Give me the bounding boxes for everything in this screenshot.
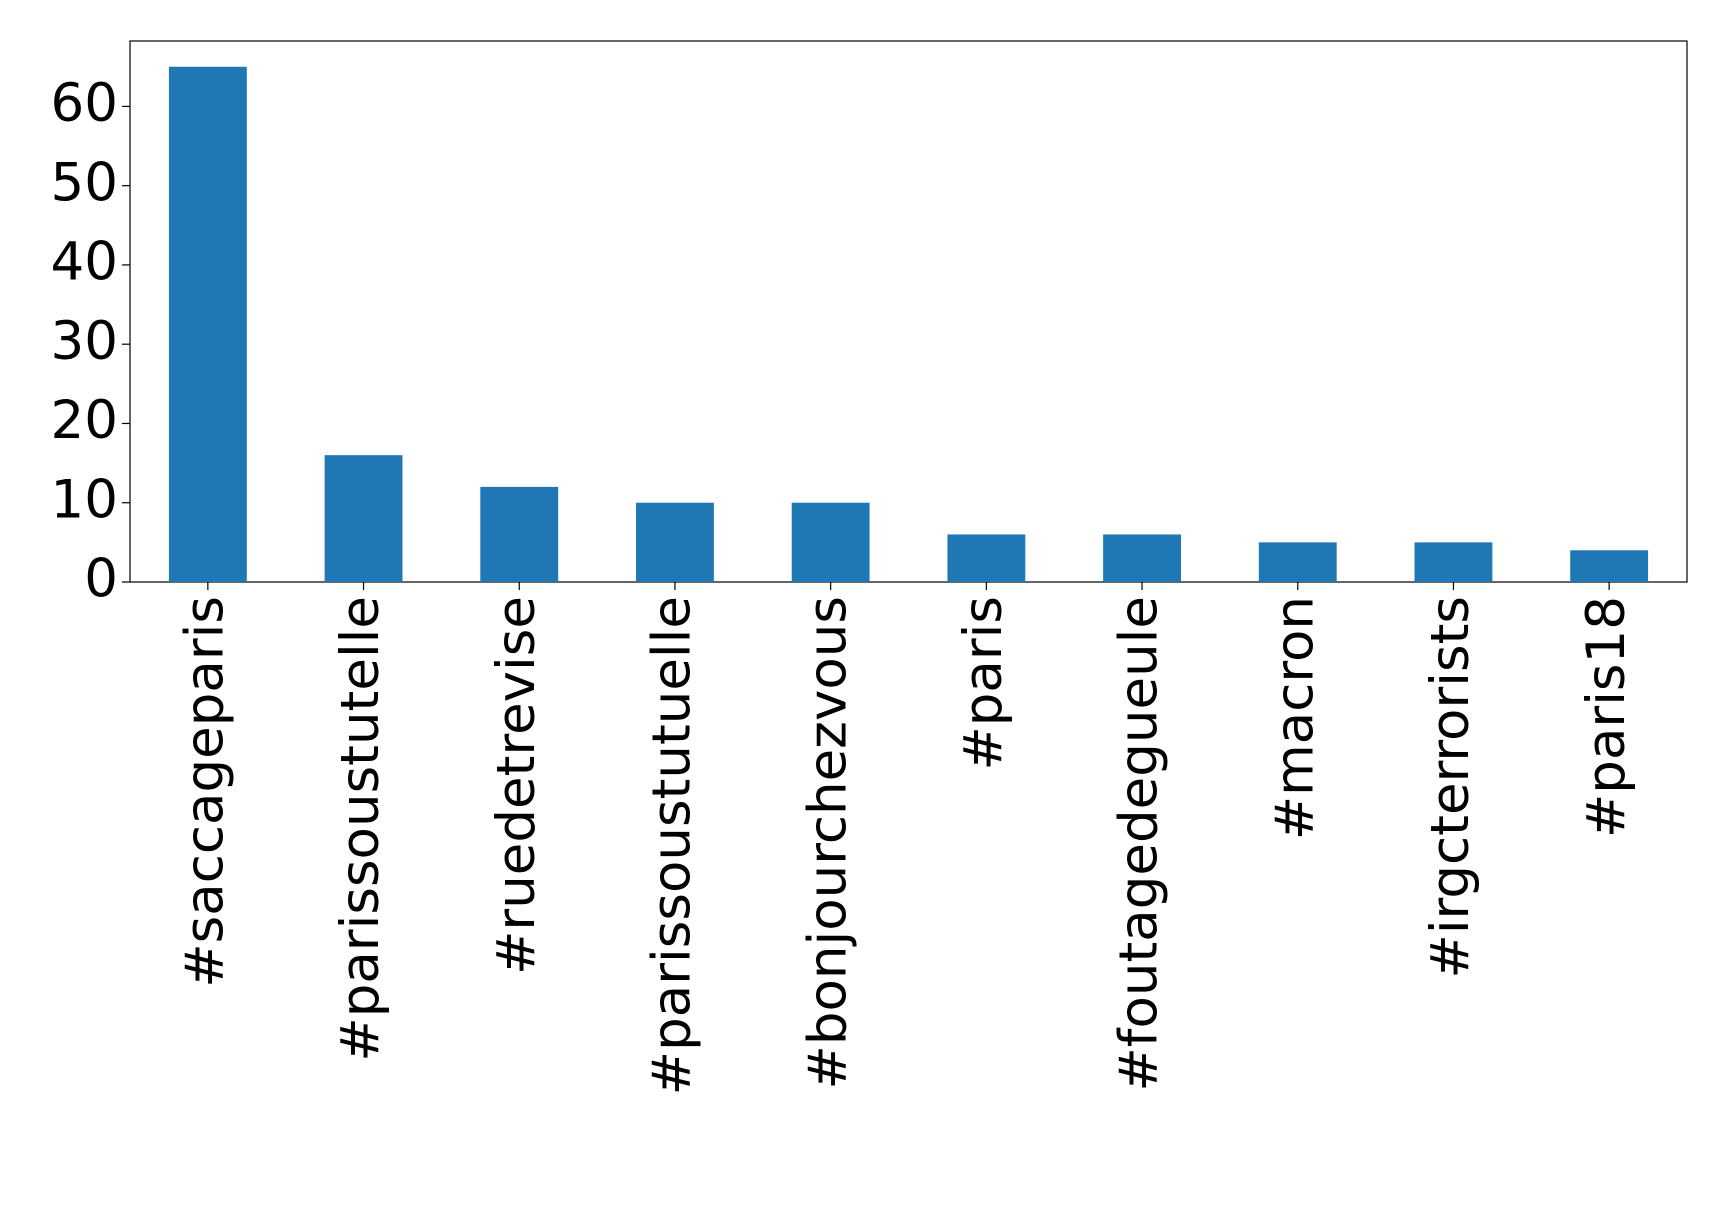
y-tick-label: 20 xyxy=(51,390,118,451)
x-tick-label: #irgcterrorists xyxy=(1420,596,1481,979)
y-tick-label: 30 xyxy=(51,311,118,372)
x-tick-label: #foutagedegueule xyxy=(1109,596,1170,1092)
bar xyxy=(480,486,559,582)
x-tick-label: #paris xyxy=(953,596,1014,771)
x-tick-label: #parissoustutuelle xyxy=(642,596,703,1095)
y-tick-label: 60 xyxy=(51,73,118,134)
plot-frame xyxy=(129,40,1688,583)
x-tick-label: #parissoustutelle xyxy=(330,596,391,1062)
y-tick-label: 50 xyxy=(51,152,118,213)
bar xyxy=(324,455,403,582)
bar xyxy=(1570,550,1649,582)
bar xyxy=(168,66,247,582)
x-tick-label: #ruedetrevise xyxy=(486,596,547,975)
bar xyxy=(636,502,714,582)
y-tick-label: 0 xyxy=(84,549,118,610)
bar xyxy=(1414,542,1493,582)
bar xyxy=(947,534,1026,582)
x-tick-label: #saccageparis xyxy=(174,596,235,988)
bar xyxy=(791,502,870,582)
x-tick-label: #bonjourchezvous xyxy=(797,596,858,1090)
bar xyxy=(1258,542,1337,582)
x-tick-label: #paris18 xyxy=(1576,596,1637,838)
y-tick-label: 10 xyxy=(51,469,118,530)
y-tick-label: 40 xyxy=(51,232,118,293)
x-tick-label: #macron xyxy=(1264,596,1325,840)
bar xyxy=(1103,534,1181,582)
